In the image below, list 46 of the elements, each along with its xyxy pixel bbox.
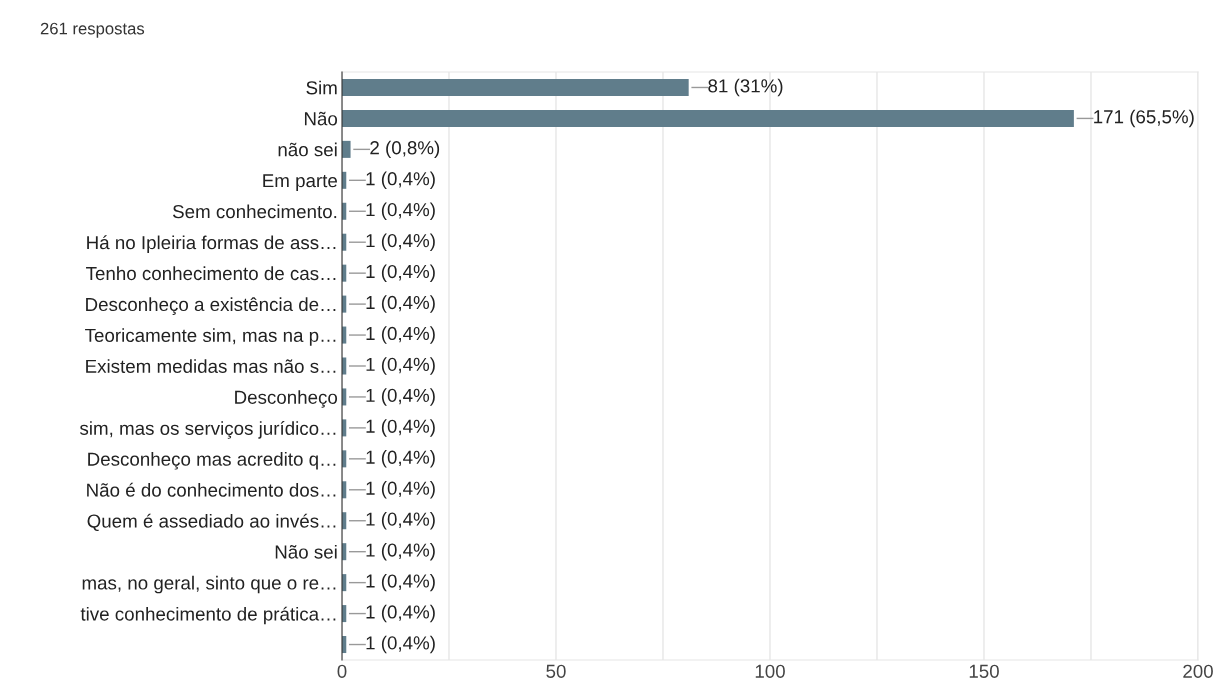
data-label: 2 (0,8%) [370, 140, 440, 159]
y-tick-label: Desconheço a existência de… [86, 297, 336, 315]
data-label: 1 (0,4%) [366, 573, 435, 592]
y-tick-label: Sim [306, 80, 337, 95]
data-label: 1 (0,4%) [366, 450, 435, 468]
data-label: 1 (0,4%) [366, 419, 435, 437]
data-label: 81 (31%) [708, 78, 783, 97]
data-label: 1 (0,4%) [366, 233, 435, 251]
text: 261 respostas [40, 22, 145, 38]
bar [342, 140, 351, 158]
y-tick-label: não sei [278, 142, 337, 157]
x-tick-label: 100 [755, 664, 785, 678]
data-label: 1 (0,4%) [366, 388, 435, 406]
data-label: 171 (65,5%) [1094, 109, 1194, 128]
y-tick-label: Desconheço mas acredito q… [88, 452, 336, 470]
bar [342, 109, 1074, 127]
data-label: 1 (0,4%) [366, 202, 435, 220]
data-label: 1 (0,4%) [366, 171, 435, 190]
y-tick-label: Existem medidas mas não s… [86, 359, 336, 373]
x-tick-label: 50 [546, 664, 566, 678]
y-tick-label: tive conhecimento de prática… [80, 606, 336, 625]
y-tick-label: Tenho conhecimento de cas… [86, 266, 336, 281]
x-tick-label: 200 [1183, 664, 1213, 678]
y-tick-label: Não sei [275, 544, 337, 559]
y-tick-label: Há no Ipleiria formas de ass… [87, 235, 336, 253]
x-tick-label: 150 [969, 664, 999, 678]
data-label: 1 (0,4%) [366, 481, 435, 499]
y-tick-label: Sem conhecimento. [172, 204, 337, 219]
y-tick-label: Teoricamente sim, mas na p… [85, 328, 336, 346]
data-label: 1 (0,4%) [366, 326, 435, 344]
y-tick-label: sim, mas os serviços jurídico… [79, 420, 336, 439]
y-tick-label: Não é do conhecimento dos… [87, 482, 336, 497]
data-label: 1 (0,4%) [366, 542, 435, 561]
x-tick-label: 0 [337, 664, 347, 678]
y-tick-label: Desconheço [235, 390, 338, 408]
data-label: 1 (0,4%) [366, 512, 435, 530]
data-label: 1 (0,4%) [366, 635, 435, 654]
y-tick-label: Não [304, 111, 338, 126]
y-tick-label: Quem é assediado ao invés… [87, 513, 336, 532]
y-tick-label: Em parte [263, 174, 337, 191]
data-label: 1 (0,4%) [366, 604, 435, 623]
y-tick-label: mas, no geral, sinto que o re… [82, 575, 336, 594]
data-label: 1 (0,4%) [366, 295, 435, 313]
data-label: 1 (0,4%) [366, 264, 435, 282]
bar [342, 78, 689, 96]
data-label: 1 (0,4%) [366, 357, 435, 375]
